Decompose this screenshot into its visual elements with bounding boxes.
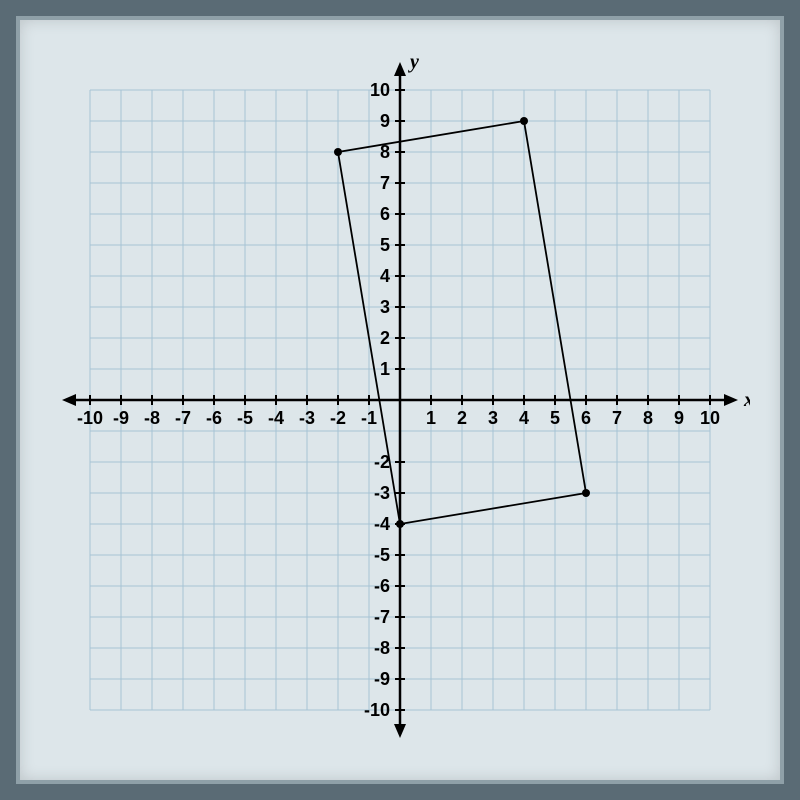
svg-text:10: 10	[370, 80, 390, 100]
svg-text:5: 5	[380, 235, 390, 255]
coordinate-grid: -10-9-8-7-6-5-4-3-2-11234567891012345678…	[50, 50, 750, 750]
svg-text:-1: -1	[361, 408, 377, 428]
svg-text:-10: -10	[77, 408, 103, 428]
svg-text:-7: -7	[175, 408, 191, 428]
svg-text:6: 6	[581, 408, 591, 428]
svg-text:-6: -6	[206, 408, 222, 428]
svg-text:-8: -8	[374, 638, 390, 658]
svg-text:10: 10	[700, 408, 720, 428]
svg-text:5: 5	[550, 408, 560, 428]
svg-text:7: 7	[380, 173, 390, 193]
svg-text:x: x	[743, 389, 750, 411]
svg-text:-9: -9	[113, 408, 129, 428]
graph-frame: -10-9-8-7-6-5-4-3-2-11234567891012345678…	[16, 16, 784, 784]
svg-text:4: 4	[380, 266, 390, 286]
svg-text:-10: -10	[364, 700, 390, 720]
svg-text:1: 1	[380, 359, 390, 379]
svg-text:2: 2	[380, 328, 390, 348]
svg-text:y: y	[408, 51, 419, 73]
svg-text:-2: -2	[330, 408, 346, 428]
svg-text:-3: -3	[299, 408, 315, 428]
svg-text:8: 8	[643, 408, 653, 428]
svg-text:-4: -4	[268, 408, 284, 428]
svg-text:4: 4	[519, 408, 529, 428]
svg-text:7: 7	[612, 408, 622, 428]
svg-text:3: 3	[380, 297, 390, 317]
svg-text:9: 9	[380, 111, 390, 131]
svg-text:-3: -3	[374, 483, 390, 503]
svg-text:2: 2	[457, 408, 467, 428]
svg-text:-4: -4	[374, 514, 390, 534]
svg-text:-9: -9	[374, 669, 390, 689]
svg-text:3: 3	[488, 408, 498, 428]
svg-text:6: 6	[380, 204, 390, 224]
svg-text:-7: -7	[374, 607, 390, 627]
svg-text:-8: -8	[144, 408, 160, 428]
svg-text:9: 9	[674, 408, 684, 428]
svg-text:-5: -5	[374, 545, 390, 565]
svg-text:-6: -6	[374, 576, 390, 596]
svg-text:1: 1	[426, 408, 436, 428]
svg-text:-5: -5	[237, 408, 253, 428]
chart-container: -10-9-8-7-6-5-4-3-2-11234567891012345678…	[50, 50, 750, 750]
